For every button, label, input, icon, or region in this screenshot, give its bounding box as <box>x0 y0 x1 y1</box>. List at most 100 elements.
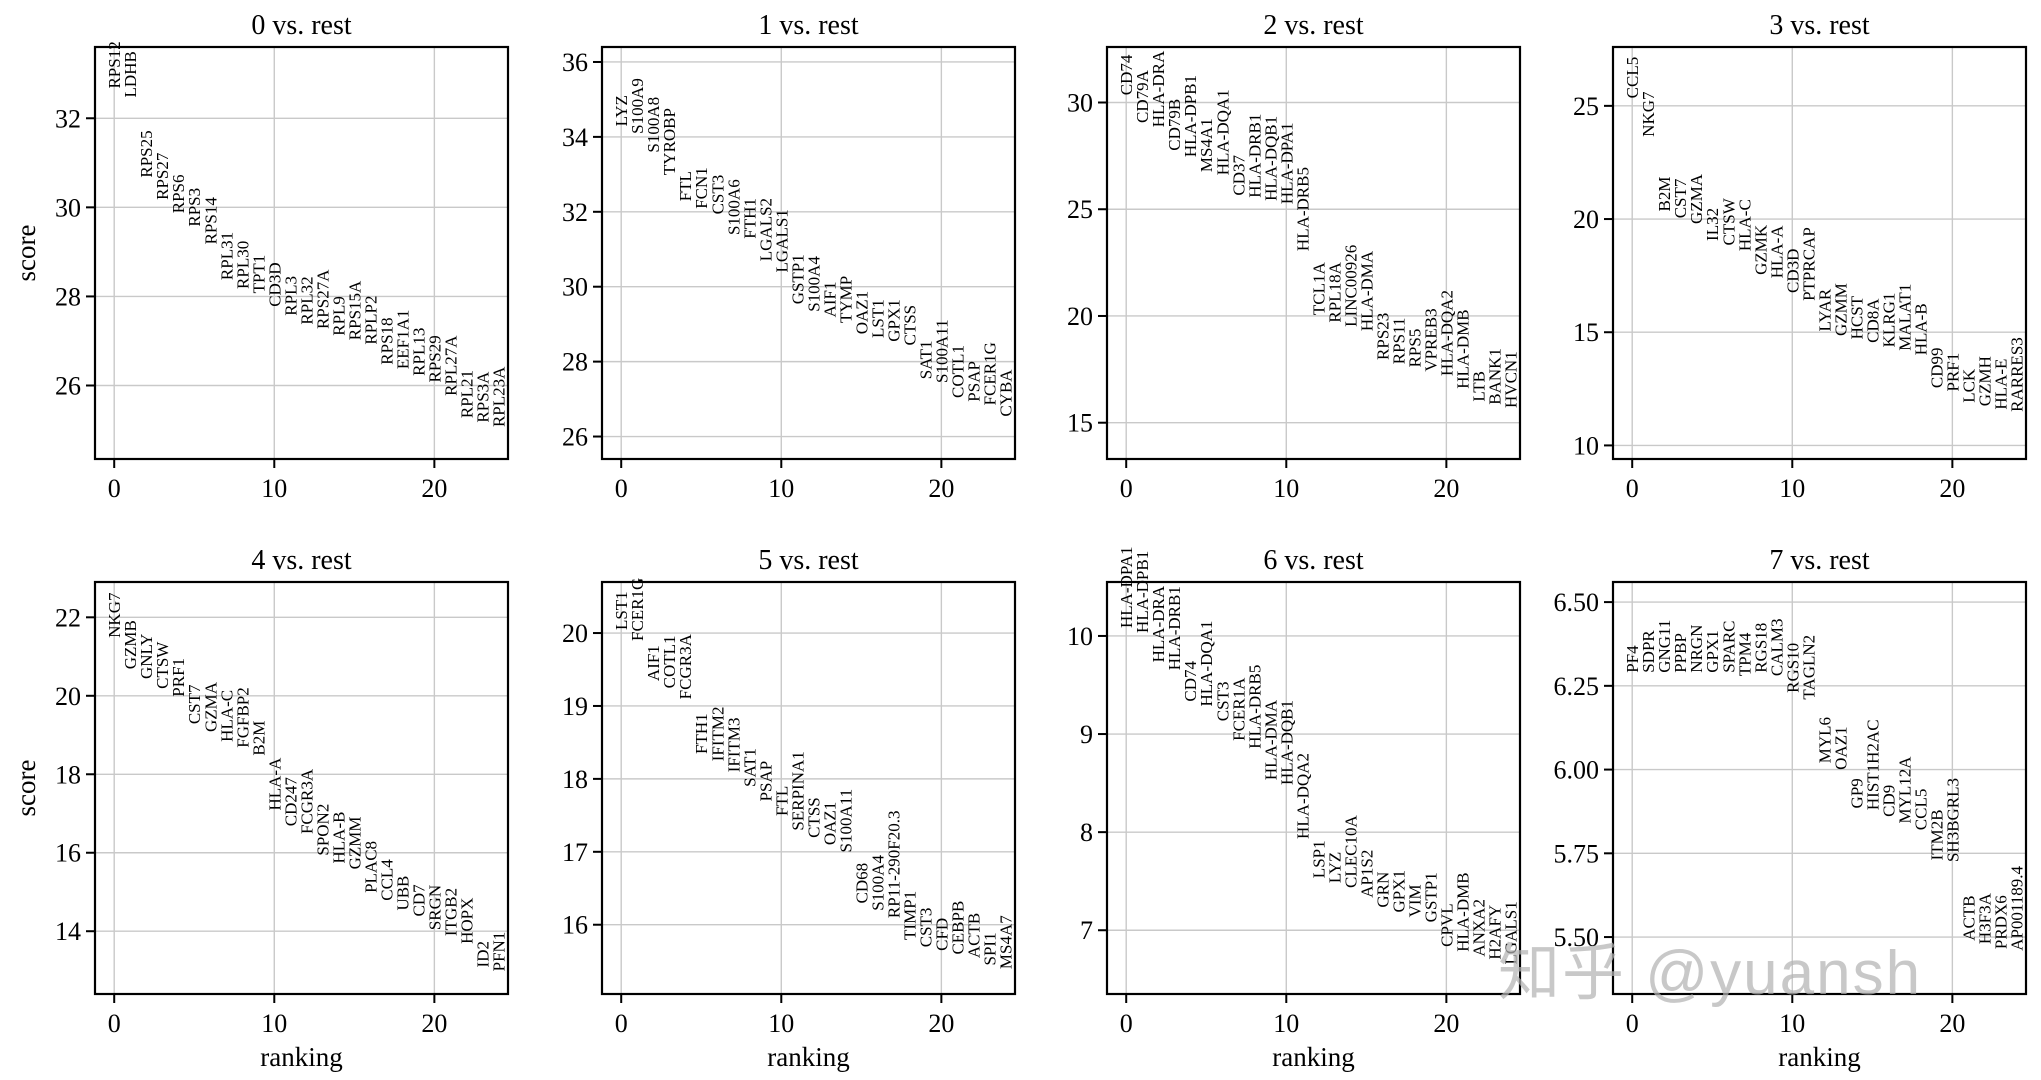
gene-label: VPREB3 <box>1421 308 1440 371</box>
gene-label: TYROBP <box>660 108 679 175</box>
gene-label: B2M <box>249 721 268 756</box>
gene-label: LST1 <box>868 299 887 338</box>
x-tick-label: 10 <box>1779 474 1805 503</box>
gene-label: HLA-DRA <box>1149 585 1168 662</box>
gene-label: SRGN <box>425 885 444 930</box>
gene-label: ITGB2 <box>441 888 460 936</box>
x-tick-label: 10 <box>261 474 287 503</box>
gene-label: GP9 <box>1847 778 1866 808</box>
y-tick-label: 5.50 <box>1554 923 1600 952</box>
gene-label: NKG7 <box>1639 91 1658 137</box>
gene-label: LDHB <box>121 51 140 97</box>
gene-label: LTB <box>1469 371 1488 402</box>
panel-title: 7 vs. rest <box>1769 545 1870 576</box>
gene-label: MALAT1 <box>1895 284 1914 351</box>
gene-label: COTL1 <box>948 345 967 398</box>
gene-label: HLA-DQB1 <box>1261 116 1280 201</box>
axes-box <box>93 580 510 996</box>
gene-label: CCL5 <box>1911 789 1930 831</box>
gene-label: HLA-DPB1 <box>1181 75 1200 157</box>
gene-label: CST7 <box>1671 178 1690 218</box>
gene-label: CFD <box>932 918 951 951</box>
x-tick-label: 0 <box>1626 474 1639 503</box>
gene-label: HLA-DMB <box>1453 872 1472 951</box>
gene-label: S100A8 <box>644 97 663 153</box>
gene-label: KLRG1 <box>1879 293 1898 348</box>
gene-label: PF4 <box>1623 645 1642 673</box>
y-tick-label: 10 <box>1067 622 1093 651</box>
y-tick-label: 20 <box>1573 205 1599 234</box>
gene-label: ID2 <box>473 941 492 967</box>
gene-label: LST1 <box>612 591 631 630</box>
gene-label: RARRES3 <box>2007 337 2026 412</box>
gene-label: RPS27 <box>153 152 172 200</box>
axes-box <box>1611 45 2028 461</box>
y-tick-label: 18 <box>55 760 81 789</box>
y-tick-label: 7 <box>1080 916 1093 945</box>
gene-label: RPLP2 <box>361 296 380 345</box>
gene-label: CD247 <box>281 777 300 827</box>
gene-label: S100A9 <box>628 78 647 134</box>
gene-label: BANK1 <box>1485 348 1504 405</box>
gene-label: TYMP <box>836 276 855 323</box>
x-tick-label: 20 <box>928 1009 954 1038</box>
gene-label: SERPINA1 <box>788 751 807 830</box>
gene-label: GZMH <box>1975 356 1994 406</box>
y-tick-label: 25 <box>1067 195 1093 224</box>
gene-label: ANXA2 <box>1469 899 1488 957</box>
gene-label: HLA-DPA1 <box>1117 547 1136 629</box>
gene-label: HLA-DRB5 <box>1293 167 1312 251</box>
gene-label: HLA-DRA <box>1149 50 1168 127</box>
gene-label: RPS23 <box>1373 313 1392 360</box>
gene-label: GPX1 <box>1703 630 1722 673</box>
x-tick-label: 10 <box>261 1009 287 1038</box>
x-tick-label: 10 <box>1273 1009 1299 1038</box>
gene-label: IFITM3 <box>724 717 743 772</box>
y-tick-label: 28 <box>562 348 588 377</box>
gene-label: HCST <box>1847 295 1866 339</box>
y-tick-label: 6.25 <box>1554 672 1600 701</box>
y-tick-label: 8 <box>1080 818 1093 847</box>
gene-label: CLEC10A <box>1341 815 1360 888</box>
gene-label: HOPX <box>457 898 476 944</box>
gene-label: RPS11 <box>1389 318 1408 365</box>
gene-label: UBB <box>393 876 412 911</box>
x-tick-label: 0 <box>1120 474 1133 503</box>
gene-label: CD3D <box>1783 249 1802 293</box>
y-tick-label: 17 <box>562 838 588 867</box>
gene-label: GZMA <box>201 681 220 732</box>
gene-label: CCL4 <box>377 859 396 901</box>
gene-label: HVCN1 <box>1501 351 1520 408</box>
y-tick-label: 16 <box>562 911 588 940</box>
gene-label: RPS14 <box>201 197 220 245</box>
gene-label: CST3 <box>1213 682 1232 722</box>
gene-label: SAT1 <box>740 748 759 787</box>
gene-label: HLA-DPB1 <box>1133 551 1152 633</box>
x-tick-label: 0 <box>615 474 628 503</box>
gene-label: RPL3 <box>281 276 300 316</box>
x-tick-label: 0 <box>615 1009 628 1038</box>
y-tick-label: 20 <box>562 619 588 648</box>
y-tick-label: 28 <box>55 282 81 311</box>
x-tick-label: 20 <box>1939 474 1965 503</box>
x-tick-label: 10 <box>1779 1009 1805 1038</box>
gene-label: CD3D <box>265 262 284 306</box>
x-tick-label: 20 <box>1433 474 1459 503</box>
gene-label: MYL12A <box>1895 756 1914 824</box>
panel-title: 0 vs. rest <box>251 10 352 41</box>
gene-label: LYAR <box>1815 288 1834 331</box>
y-tick-label: 34 <box>562 123 588 152</box>
gene-label: LGALS1 <box>772 209 791 272</box>
gene-label: PSAP <box>756 761 775 802</box>
gene-label: CD9 <box>1879 785 1898 817</box>
gene-label: CCL5 <box>1623 57 1642 99</box>
gene-label: FTL <box>676 171 695 201</box>
gene-label: FGFBP2 <box>233 687 252 747</box>
gene-label: HLA-DQA1 <box>1197 621 1216 707</box>
gene-label: IL32 <box>1703 208 1722 241</box>
x-tick-label: 20 <box>1433 1009 1459 1038</box>
